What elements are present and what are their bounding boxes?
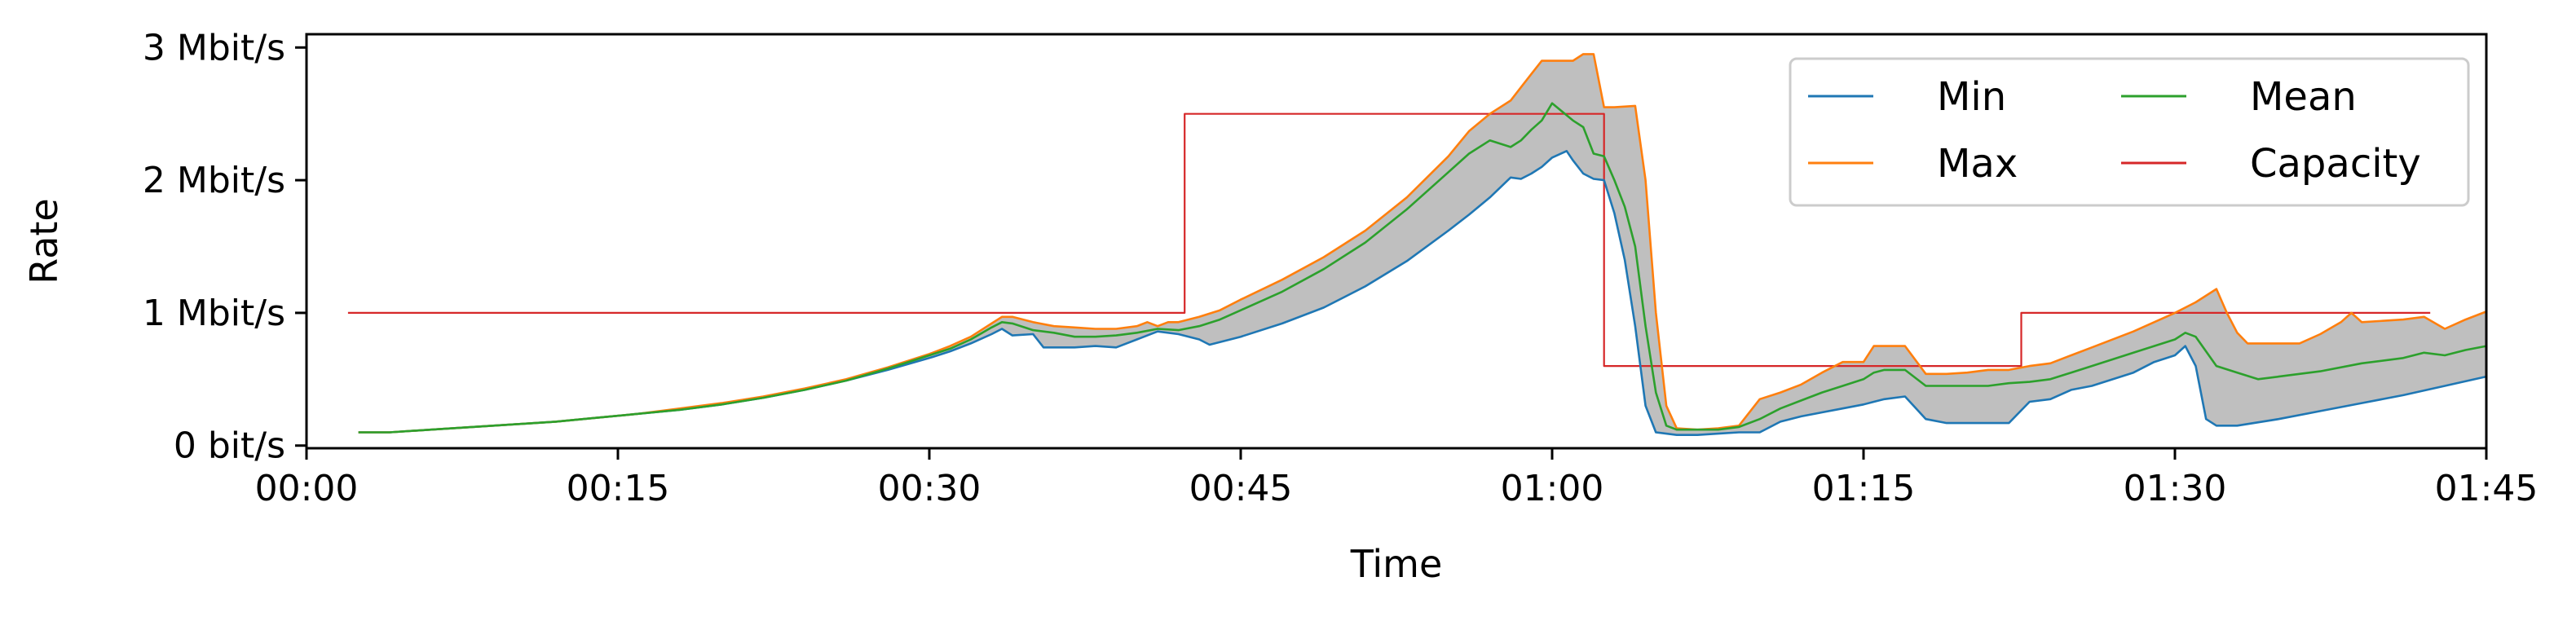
x-axis-title: Time (1350, 542, 1443, 586)
x-tick-label: 00:45 (1189, 468, 1293, 509)
x-tick-label: 01:30 (2124, 468, 2227, 509)
legend-label-capacity: Capacity (2250, 141, 2421, 187)
series-line-mean (358, 102, 2487, 434)
legend-box (1789, 57, 2470, 207)
y-tick-label: 0 bit/s (174, 425, 285, 467)
plot-frame (305, 33, 2488, 450)
x-tick-label: 01:15 (1812, 468, 1916, 509)
x-tick-label: 00:00 (255, 468, 359, 509)
min-max-band (358, 54, 2486, 435)
y-tick-label: 2 Mbit/s (143, 160, 285, 201)
legend: Min Max Mean Capacity (1789, 57, 2470, 207)
x-tick-label: 00:30 (878, 468, 981, 509)
x-tick-label: 00:15 (567, 468, 670, 509)
y-tick-label: 1 Mbit/s (143, 293, 285, 334)
x-tick-label: 01:00 (1501, 468, 1604, 509)
legend-label-min: Min (1937, 74, 2006, 120)
series-line-min (358, 150, 2487, 437)
legend-label-mean: Mean (2250, 74, 2357, 120)
series-line-capacity (347, 112, 2431, 368)
y-axis-title: Rate (22, 198, 66, 284)
x-tick-label: 01:45 (2435, 468, 2539, 509)
y-tick-label: 3 Mbit/s (143, 27, 285, 68)
series-line-max (358, 53, 2487, 434)
y-axis-ticks: 0 bit/s 1 Mbit/s 2 Mbit/s 3 Mbit/s (143, 27, 307, 467)
series-lines (347, 53, 2487, 437)
band-fill (358, 54, 2486, 435)
x-axis-ticks: 00:00 00:15 00:30 00:45 01:00 01:15 01:30 01:45 (255, 448, 2539, 509)
legend-label-max: Max (1937, 141, 2018, 187)
